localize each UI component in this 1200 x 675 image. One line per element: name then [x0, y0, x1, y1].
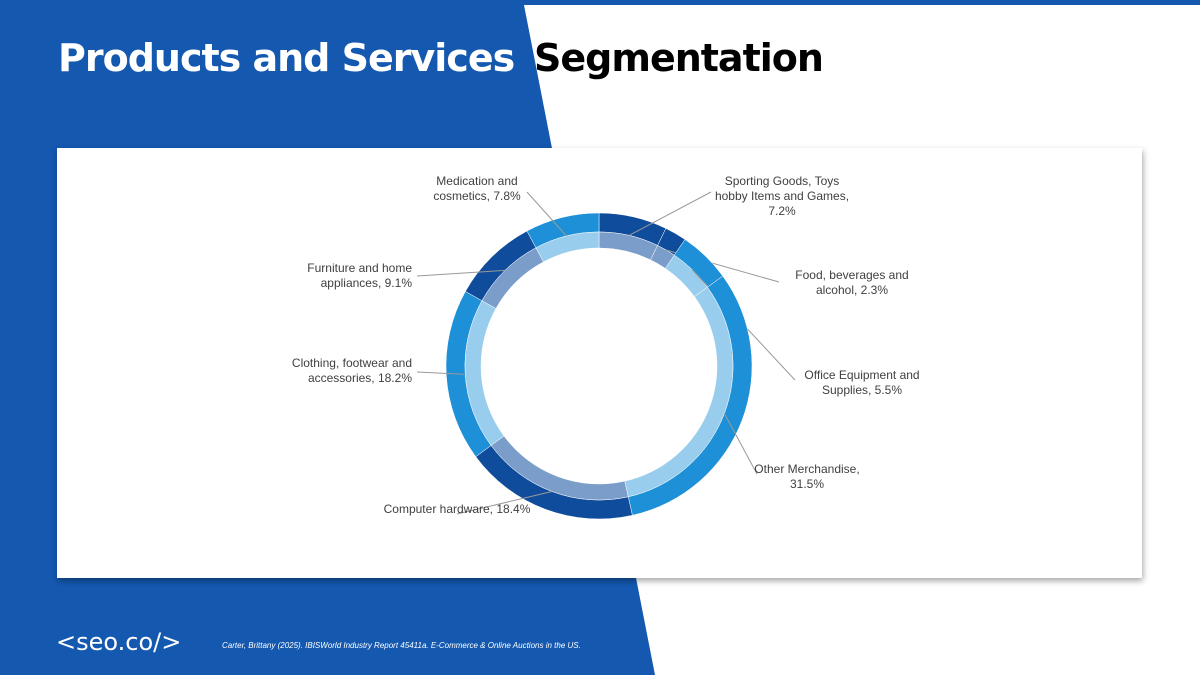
- chart-card: Sporting Goods, Toys hobby Items and Gam…: [57, 148, 1142, 578]
- data-label: Sporting Goods, Toys hobby Items and Gam…: [714, 174, 850, 218]
- title: Segmentation: [534, 36, 824, 80]
- data-label: Food, beverages and alcohol, 2.3%: [795, 268, 909, 297]
- leader-line: [416, 371, 466, 375]
- leader-line: [456, 491, 553, 515]
- leader-line: [526, 191, 567, 237]
- data-label: Furniture and home appliances, 9.1%: [307, 261, 412, 290]
- title: Products and Services: [58, 36, 515, 80]
- leader-line: [723, 413, 758, 475]
- data-label: Office Equipment and Supplies, 5.5%: [804, 368, 920, 397]
- leader-line: [416, 269, 506, 277]
- logo: <seo.co/>: [56, 628, 182, 656]
- top-strip: [0, 0, 1200, 5]
- data-label: Computer hardware, 18.4%: [383, 502, 531, 516]
- data-label: Clothing, footwear and accessories, 18.2…: [291, 356, 412, 385]
- data-label: Medication and cosmetics, 7.8%: [433, 174, 521, 203]
- source: Carter, Brittany (2025). IBISWorld Indus…: [222, 641, 581, 650]
- donut-inner-segment: [624, 286, 734, 498]
- donut-inner-segment: [535, 231, 600, 263]
- data-label: Other Merchandise, 31.5%: [754, 462, 860, 491]
- leader-line: [628, 191, 712, 236]
- donut-chart: [416, 191, 796, 520]
